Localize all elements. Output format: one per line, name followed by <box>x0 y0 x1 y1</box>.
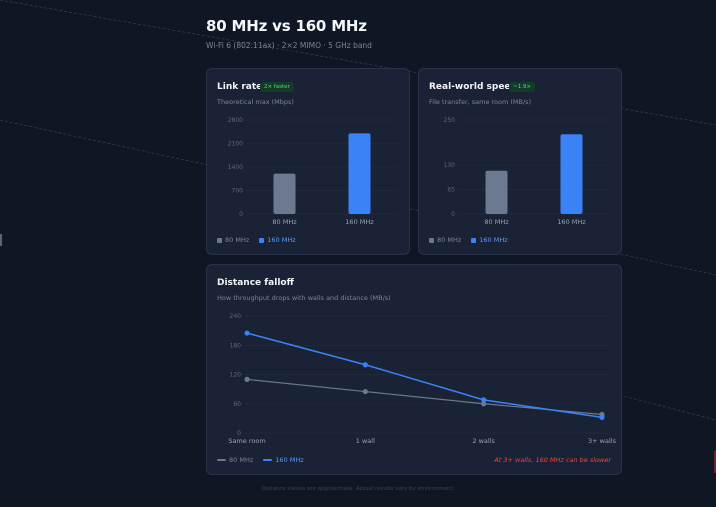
y-tick-label: 700 <box>232 188 244 195</box>
card-title: Distance falloff <box>217 278 294 288</box>
x-tick-label: 2 walls <box>472 437 495 445</box>
legend-swatch <box>263 459 273 461</box>
y-tick-label: 130 <box>444 162 456 169</box>
y-tick-label: 0 <box>237 430 241 437</box>
y-tick-label: 60 <box>233 401 241 408</box>
footer-note: Distance values are approximate. Actual … <box>261 486 455 492</box>
page-title: 80 MHz vs 160 MHz <box>206 17 367 35</box>
x-tick-label: 80 MHz <box>272 218 297 226</box>
legend-label: 80 MHz <box>437 236 462 244</box>
y-tick-label: 180 <box>230 342 242 349</box>
y-tick-label: 250 <box>444 117 456 124</box>
series-line <box>246 332 603 419</box>
legend-swatch <box>217 237 222 243</box>
x-tick-label: Same room <box>228 437 265 445</box>
data-point <box>362 362 368 368</box>
distance-falloff-chart: 0 60 120 180 240 Same room 1 wall 2 walls 3+ wal… <box>228 313 617 445</box>
legend-item-80mhz: 80 MHz <box>217 456 253 464</box>
card-subtitle: How throughput drops with walls and dist… <box>217 294 391 302</box>
x-tick-label: 1 wall <box>356 437 375 445</box>
legend-swatch <box>217 459 226 461</box>
y-tick-label: 65 <box>447 187 455 194</box>
card-subtitle: File transfer, same room (MB/s) <box>429 98 532 106</box>
data-point <box>244 376 250 382</box>
y-tick-label: 240 <box>230 313 242 320</box>
x-tick-label: 3+ walls <box>588 437 617 445</box>
legend-swatch <box>429 237 434 243</box>
real-world-speed-card: Real-world speed ~1.9× File transfer, sa… <box>418 68 622 255</box>
chart-legend: 80 MHz 160 MHz <box>217 456 304 464</box>
right-edge-marker <box>714 451 716 473</box>
data-point <box>244 330 250 336</box>
x-tick-label: 80 MHz <box>484 218 509 226</box>
legend-item-160mhz: 160 MHz <box>471 236 508 244</box>
card-title: Link rate <box>217 82 263 92</box>
legend-label: 160 MHz <box>267 236 296 244</box>
legend-label: 160 MHz <box>479 236 508 244</box>
link-rate-chart: 0 700 1400 2100 2800 80 MHz 160 MHz <box>228 117 397 226</box>
x-tick-label: 160 MHz <box>557 218 586 226</box>
legend-item-80mhz: 80 MHz <box>217 236 249 244</box>
y-tick-label: 2800 <box>228 117 243 124</box>
bar <box>560 134 583 214</box>
legend-item-160mhz: 160 MHz <box>259 236 296 244</box>
legend-label: 160 MHz <box>275 456 304 464</box>
chart-legend: 80 MHz 160 MHz <box>217 236 296 244</box>
data-point <box>481 397 487 403</box>
y-tick-label: 1400 <box>228 164 243 171</box>
data-point <box>481 401 487 407</box>
bar <box>485 170 508 214</box>
y-tick-label: 0 <box>451 211 455 218</box>
bar <box>348 133 371 214</box>
y-tick-label: 0 <box>239 211 243 218</box>
link-rate-card: Link rate 2× faster Theoretical max (Mbp… <box>206 68 410 255</box>
page-subtitle: Wi-Fi 6 (802.11ax) · 2×2 MIMO · 5 GHz ba… <box>206 41 372 50</box>
legend-item-80mhz: 80 MHz <box>429 236 461 244</box>
legend-swatch <box>259 237 265 243</box>
legend-label: 80 MHz <box>229 456 254 464</box>
x-tick-label: 160 MHz <box>345 218 374 226</box>
speed-badge: 2× faster <box>260 82 294 92</box>
legend-item-160mhz: 160 MHz <box>263 456 304 464</box>
card-title: Real-world speed <box>429 82 517 92</box>
bar <box>273 173 296 214</box>
real-world-chart: 0 65 130 250 80 MHz 160 MHz <box>444 117 609 226</box>
chart-legend: 80 MHz 160 MHz <box>429 236 508 244</box>
warning-note: At 3+ walls, 160 MHz can be slower <box>494 456 611 464</box>
distance-falloff-card: Distance falloff How throughput drops wi… <box>206 264 622 475</box>
data-point <box>362 388 368 395</box>
card-subtitle: Theoretical max (Mbps) <box>217 98 294 106</box>
y-tick-label: 2100 <box>228 141 243 148</box>
left-edge-marker <box>0 234 2 246</box>
legend-swatch <box>471 237 477 243</box>
speed-badge: ~1.9× <box>509 82 535 92</box>
y-tick-label: 120 <box>230 372 242 379</box>
data-point <box>599 414 605 420</box>
legend-label: 80 MHz <box>225 236 250 244</box>
